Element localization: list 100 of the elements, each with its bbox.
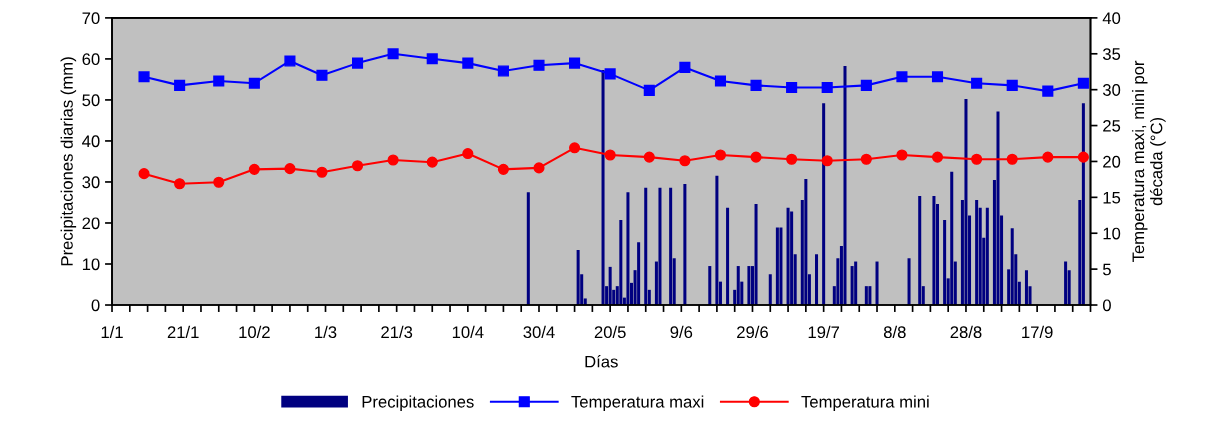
x-tick-label: 29/6 (737, 325, 768, 339)
x-tick-label: 10/4 (452, 325, 484, 339)
point (387, 154, 399, 166)
x-tick-label: 21/1 (167, 325, 199, 339)
bar (644, 187, 648, 306)
point (786, 153, 798, 165)
legend-label: Precipitaciones (362, 395, 474, 411)
point (750, 151, 762, 163)
point (533, 162, 545, 174)
point (1077, 77, 1089, 89)
x-tick-label: 1/1 (101, 325, 123, 339)
point (821, 81, 833, 94)
bar (669, 187, 673, 306)
point (931, 151, 944, 163)
x-tick-label: 1/3 (315, 325, 337, 339)
y2-tick-label: 15 (1103, 191, 1121, 204)
x-tick-label: 8/8 (883, 325, 906, 339)
point (750, 79, 762, 91)
y2-tick-label: 20 (1103, 155, 1121, 168)
y2-tick-label: 30 (1102, 84, 1121, 96)
point (786, 81, 798, 94)
x-tick-label: 30/4 (523, 325, 555, 339)
y2-tick-label: 40 (1102, 12, 1121, 25)
point (1042, 151, 1054, 163)
point (860, 79, 872, 91)
bar (850, 266, 854, 306)
bar (1064, 261, 1068, 306)
bar (985, 207, 989, 306)
bar (1010, 228, 1014, 306)
y-tick-label: 70 (82, 12, 100, 25)
point (821, 155, 833, 167)
bar (626, 192, 630, 306)
point (462, 57, 474, 69)
point (248, 77, 260, 89)
bar (815, 254, 819, 306)
bar (736, 266, 740, 306)
point (138, 168, 150, 180)
point (604, 68, 616, 80)
bar (907, 258, 911, 306)
point (174, 79, 186, 91)
point (462, 148, 474, 160)
point (714, 75, 727, 87)
bar (608, 266, 612, 306)
point (316, 69, 328, 81)
bar (804, 179, 808, 306)
point (1077, 151, 1089, 163)
point (1042, 85, 1054, 97)
x-axis-title: Días (585, 355, 618, 368)
point (643, 151, 655, 163)
bar (768, 274, 772, 306)
bar (683, 184, 687, 306)
bar (726, 207, 730, 306)
bar (964, 99, 968, 306)
point (351, 57, 364, 69)
bar (943, 220, 947, 306)
point (138, 71, 150, 83)
point (569, 57, 581, 69)
bar (875, 261, 879, 306)
bar (822, 103, 826, 306)
bar (526, 192, 530, 306)
point (497, 163, 509, 175)
x-tick-label: 17/9 (1022, 325, 1053, 339)
bar (996, 111, 1000, 306)
x-tick-label: 28/8 (950, 325, 982, 339)
point (679, 61, 691, 73)
point (426, 156, 438, 168)
y2-axis-title: Temperatura maxi, mini por década (°C) (1131, 60, 1166, 263)
bar (658, 187, 662, 306)
bar (747, 266, 751, 306)
bar (854, 261, 858, 306)
bar (1024, 270, 1028, 306)
y-tick-label: 10 (82, 258, 100, 271)
point (533, 59, 545, 71)
x-tick-label: 19/7 (808, 325, 840, 339)
y-tick-label: 60 (82, 53, 100, 66)
point (316, 166, 328, 178)
bar (790, 211, 794, 306)
y2-tick-label: 5 (1102, 263, 1111, 276)
bar (779, 227, 783, 306)
bar (715, 175, 719, 306)
bar (708, 266, 712, 306)
point (174, 178, 186, 190)
legend-label: Temperatura maxi (571, 395, 704, 411)
point (497, 65, 509, 77)
point (896, 71, 908, 83)
bar (864, 286, 868, 306)
y2-tick-label: 35 (1102, 48, 1121, 60)
y-axis-title: Precipitaciones diarias (mm) (60, 57, 77, 266)
legend-label: Temperatura mini (801, 395, 929, 411)
y2-tick-label: 0 (1102, 299, 1111, 312)
y-tick-label: 0 (91, 299, 100, 312)
x-tick-label: 21/3 (381, 325, 413, 339)
bar (950, 171, 954, 306)
point (604, 149, 616, 161)
bar (918, 195, 922, 306)
point (1006, 153, 1018, 165)
bar (1081, 103, 1085, 306)
point (931, 71, 944, 83)
point (284, 163, 296, 175)
point (351, 160, 364, 172)
